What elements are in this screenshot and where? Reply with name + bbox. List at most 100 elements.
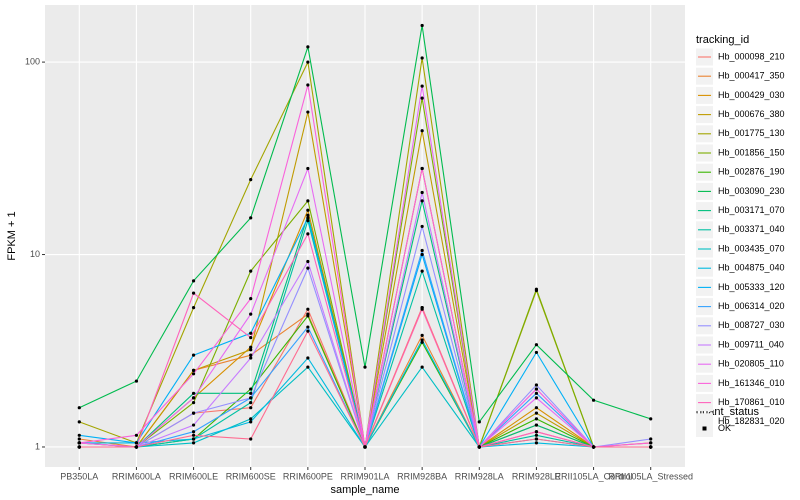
data-point <box>534 411 539 415</box>
x-tick-label: RRIM928LA <box>455 471 504 481</box>
data-point <box>249 396 253 400</box>
legend-title: tracking_id <box>696 34 749 46</box>
data-point <box>534 437 539 441</box>
data-point <box>249 348 253 352</box>
data-point <box>191 391 196 395</box>
data-point <box>534 433 539 437</box>
data-point <box>306 314 310 318</box>
data-point <box>249 401 253 405</box>
x-tick-label: RRIM928BA <box>397 471 447 481</box>
data-point <box>534 396 539 400</box>
data-point <box>191 305 196 310</box>
data-point <box>77 420 81 424</box>
data-point <box>191 430 196 434</box>
data-point <box>477 445 481 449</box>
data-point <box>249 312 253 316</box>
data-point <box>420 190 424 195</box>
legend-label: Hb_004875_040 <box>718 263 785 273</box>
data-point <box>249 216 253 220</box>
y-axis-title: FPKM + 1 <box>6 211 18 260</box>
x-tick-label: RRIM901LA <box>340 471 389 481</box>
data-point <box>77 437 81 441</box>
legend-label: Hb_003435_070 <box>718 243 785 253</box>
data-point <box>249 178 253 182</box>
data-point <box>534 343 539 347</box>
data-point <box>77 445 81 449</box>
data-point <box>191 433 196 437</box>
data-point <box>534 423 539 427</box>
data-point <box>420 333 424 338</box>
data-point <box>420 96 424 100</box>
data-point <box>306 325 310 329</box>
x-tick-label: RRII105LA_Control <box>555 471 633 481</box>
legend-label: Hb_006314_020 <box>718 301 785 311</box>
data-point <box>191 353 196 357</box>
data-point <box>249 391 253 395</box>
data-point <box>420 252 424 257</box>
legend-label: Hb_001775_130 <box>718 128 785 138</box>
y-tick-label: 1 <box>35 441 40 451</box>
data-point <box>420 166 424 171</box>
data-point <box>134 441 139 445</box>
legend-label: OK <box>718 423 731 433</box>
x-tick-label: RRII105LA_Stressed <box>608 471 693 481</box>
legend-label: Hb_003171_070 <box>718 205 785 215</box>
data-point <box>420 23 424 28</box>
legend-swatch <box>702 426 707 431</box>
data-point <box>134 379 139 383</box>
data-point <box>77 441 81 445</box>
data-point <box>420 129 424 133</box>
data-point <box>249 269 253 273</box>
data-point <box>306 45 310 49</box>
data-point <box>420 199 424 203</box>
data-point <box>249 345 253 349</box>
data-point <box>306 60 310 64</box>
data-point <box>249 437 253 441</box>
data-point <box>306 259 310 264</box>
data-point <box>249 387 253 391</box>
x-tick-label: RRIM600LE <box>169 471 218 481</box>
data-point <box>534 430 539 434</box>
data-point <box>306 219 310 223</box>
legend-label: Hb_000417_350 <box>718 71 785 81</box>
data-point <box>191 441 196 445</box>
data-point <box>249 417 253 421</box>
legend-label: Hb_161346_010 <box>718 378 785 388</box>
x-tick-label: RRIM600SE <box>226 471 276 481</box>
x-axis-title: sample_name <box>330 484 399 496</box>
data-point <box>306 356 310 360</box>
data-point <box>77 406 81 410</box>
data-point <box>649 417 653 421</box>
data-point <box>306 83 310 87</box>
legend-label: Hb_170861_010 <box>718 397 785 407</box>
data-point <box>306 216 310 220</box>
data-point <box>477 420 481 424</box>
data-point <box>534 406 539 410</box>
legend-label: Hb_009711_040 <box>718 339 784 349</box>
data-point <box>249 406 253 410</box>
legend-label: Hb_000429_030 <box>718 90 785 100</box>
data-point <box>306 266 310 270</box>
data-point <box>363 365 367 369</box>
data-point <box>306 307 310 311</box>
legend-label: Hb_002876_190 <box>718 167 785 177</box>
data-point <box>534 287 539 291</box>
data-point <box>191 279 196 283</box>
data-point <box>420 305 424 310</box>
data-point <box>534 383 539 387</box>
data-point <box>306 110 310 114</box>
data-point <box>591 445 596 449</box>
data-point <box>191 368 196 372</box>
data-point <box>249 297 253 301</box>
data-point <box>306 365 310 369</box>
data-point <box>534 391 539 395</box>
data-point <box>534 387 539 391</box>
data-point <box>191 411 196 415</box>
data-point <box>534 441 539 445</box>
data-point <box>191 437 196 441</box>
data-point <box>534 350 539 355</box>
data-point <box>306 199 310 203</box>
x-tick-label: PB350LA <box>60 471 98 481</box>
y-tick-label: 10 <box>30 249 40 259</box>
